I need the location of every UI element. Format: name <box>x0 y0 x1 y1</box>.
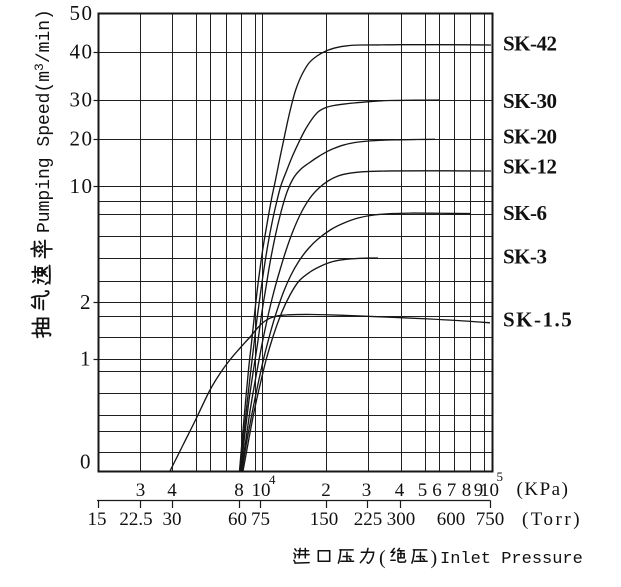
svg-text:7: 7 <box>447 480 457 501</box>
svg-text:0: 0 <box>80 450 92 474</box>
svg-text:40: 40 <box>70 40 94 64</box>
svg-text:SK-12: SK-12 <box>503 155 557 179</box>
svg-text:2: 2 <box>321 480 331 501</box>
svg-text:(Torr): (Torr) <box>522 509 582 530</box>
svg-text:10: 10 <box>252 480 271 501</box>
svg-text:9: 9 <box>474 480 484 501</box>
svg-text:50: 50 <box>70 1 94 25</box>
svg-text:): ) <box>431 547 438 569</box>
svg-text:SK-6: SK-6 <box>503 201 547 225</box>
svg-text:4: 4 <box>167 480 177 501</box>
svg-text:SK-30: SK-30 <box>503 89 557 113</box>
svg-text:600: 600 <box>437 509 466 530</box>
svg-text:SK-20: SK-20 <box>503 125 557 149</box>
svg-text:2: 2 <box>80 290 92 314</box>
svg-text:300: 300 <box>387 509 416 530</box>
svg-text:30: 30 <box>70 88 94 112</box>
svg-text:5: 5 <box>497 469 504 484</box>
svg-text:4: 4 <box>395 480 405 501</box>
svg-text:1: 1 <box>80 347 92 371</box>
svg-text:30: 30 <box>163 509 182 530</box>
svg-text:8: 8 <box>462 480 472 501</box>
svg-text:(: ( <box>379 547 386 569</box>
svg-text:SK-3: SK-3 <box>503 245 547 269</box>
svg-text:60: 60 <box>228 509 247 530</box>
svg-text:22.5: 22.5 <box>119 509 152 530</box>
svg-text:150: 150 <box>310 509 339 530</box>
svg-text:SK-1.5: SK-1.5 <box>503 308 573 332</box>
svg-text:8: 8 <box>234 480 244 501</box>
svg-text:15: 15 <box>88 509 107 530</box>
svg-text:3: 3 <box>362 480 372 501</box>
svg-text:225: 225 <box>354 509 383 530</box>
svg-text:75: 75 <box>251 509 270 530</box>
svg-text:SK-42: SK-42 <box>503 32 557 56</box>
svg-text:750: 750 <box>476 509 505 530</box>
svg-text:10: 10 <box>70 174 94 198</box>
svg-text:Pumping Speed(m3/min): Pumping Speed(m3/min) <box>32 9 55 233</box>
svg-text:5: 5 <box>418 480 428 501</box>
svg-text:(KPa): (KPa) <box>517 479 570 500</box>
svg-text:Inlet Pressure: Inlet Pressure <box>440 550 583 569</box>
svg-text:20: 20 <box>70 127 94 151</box>
svg-text:6: 6 <box>432 480 442 501</box>
svg-text:4: 4 <box>269 472 276 487</box>
svg-text:3: 3 <box>136 480 146 501</box>
svg-text:10: 10 <box>480 480 499 501</box>
